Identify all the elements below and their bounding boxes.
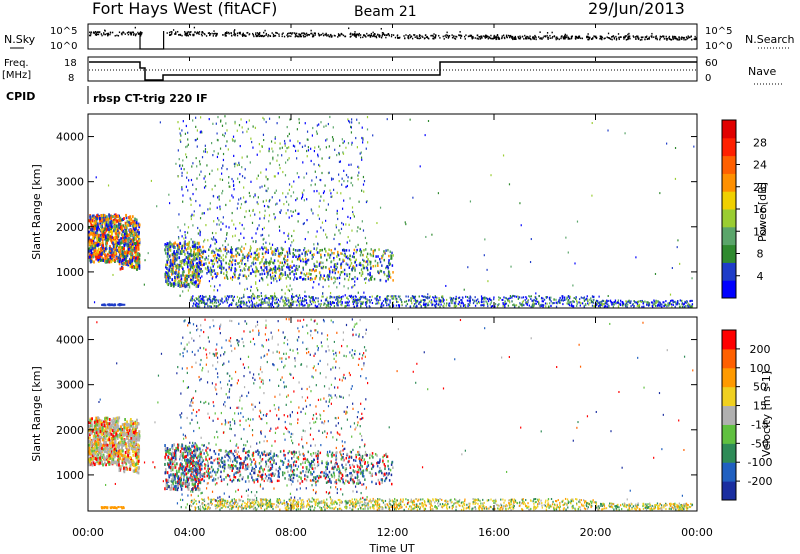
freq-panel: Freq. [MHz] 18 8 60 0 Nave — [2, 56, 782, 85]
velocity-colorbar: 200 100 50 15 -15 -50 -100 -200 Velocity [m s-1… — [721, 329, 773, 501]
power-panel: Slant Range [km] 1000 2000 3000 4000 — [30, 113, 698, 309]
colorbar-tick-label: -200 — [748, 475, 773, 488]
colorbar-tick-label: 20 — [753, 181, 767, 194]
colorbar-segment — [722, 462, 736, 482]
power-ylabel: Slant Range [km] — [30, 164, 43, 260]
noise-panel: N.Sky 10^5 10^0 10^5 10^0 N.Search — [4, 23, 795, 52]
colorbar-tick-label: 100 — [750, 362, 771, 375]
y-tick-label: 2000 — [56, 424, 84, 437]
colorbar-segment — [722, 226, 736, 246]
colorbar-segment — [722, 137, 736, 157]
freq-tick-bottom: 8 — [68, 73, 74, 84]
colorbar-tick-label: -15 — [751, 418, 769, 431]
x-tick-label: 00:00 — [681, 526, 713, 539]
freq-unit-label: [MHz] — [2, 70, 31, 81]
colorbar-segment — [722, 348, 736, 369]
y-tick-label: 2000 — [56, 221, 84, 234]
colorbar-tick-label: 15 — [753, 400, 767, 413]
y-tick-label: 1000 — [56, 266, 84, 279]
colorbar-segment — [722, 367, 736, 388]
colorbar-segment — [722, 191, 736, 210]
x-tick-label: 08:00 — [275, 526, 307, 539]
colorbar-tick-label: 24 — [753, 159, 767, 172]
colorbar-segment — [722, 280, 736, 299]
power-y-axis: 1000 2000 3000 4000 — [56, 131, 697, 279]
time-xlabel: Time UT — [368, 542, 414, 554]
y-tick-label: 3000 — [56, 176, 84, 189]
colorbar-segment — [722, 443, 736, 463]
colorbar-segment — [722, 155, 736, 174]
noise-sky-label: N.Sky — [4, 33, 36, 46]
colorbar-tick-label: 28 — [753, 136, 767, 149]
power-scatter — [88, 115, 695, 308]
colorbar-tick-label: -50 — [751, 437, 769, 450]
colorbar-segment — [722, 244, 736, 263]
nave-label: Nave — [748, 65, 776, 78]
freq-tick-top: 18 — [64, 58, 77, 69]
velocity-y-axis: 1000 2000 3000 4000 — [56, 334, 697, 482]
noise-tick-top-right: 10^5 — [705, 26, 732, 37]
colorbar-tick-label: 4 — [757, 270, 764, 283]
velocity-scatter — [88, 318, 694, 511]
noise-tick-top-left: 10^5 — [50, 26, 77, 37]
station-title: Fort Hays West (fitACF) — [92, 0, 277, 18]
colorbar-segment — [722, 481, 736, 501]
velocity-panel: Slant Range [km] 1000 2000 3000 4000 — [30, 316, 698, 512]
velocity-ylabel: Slant Range [km] — [30, 366, 43, 462]
x-tick-label: 00:00 — [72, 526, 104, 539]
date-label: 29/Jun/2013 — [588, 0, 685, 18]
x-tick-label: 04:00 — [174, 526, 206, 539]
colorbar-segment — [722, 405, 736, 425]
colorbar-tick-label: 16 — [753, 203, 767, 216]
noise-sky-trace — [88, 26, 698, 50]
noise-search-label: N.Search — [745, 33, 795, 46]
y-tick-label: 1000 — [56, 469, 84, 482]
velocity-colorbar-label: Velocity [m s-1] — [760, 371, 773, 457]
freq-trace — [89, 61, 697, 81]
colorbar-segment — [722, 173, 736, 192]
colorbar-segment — [722, 262, 736, 281]
colorbar-segment — [722, 424, 736, 444]
beam-label: Beam 21 — [354, 4, 417, 20]
noise-tick-bottom-left: 10^0 — [50, 41, 77, 52]
power-colorbar-label: Power [dB] — [756, 182, 769, 242]
colorbar-segment — [722, 120, 736, 139]
x-tick-label: 16:00 — [478, 526, 510, 539]
nave-tick-top: 60 — [705, 58, 718, 69]
x-tick-label: 20:00 — [580, 526, 612, 539]
nave-tick-bottom: 0 — [705, 73, 711, 84]
y-tick-label: 4000 — [56, 131, 84, 144]
cpid-value: rbsp CT-trig 220 IF — [93, 92, 208, 105]
y-tick-label: 4000 — [56, 334, 84, 347]
freq-label: Freq. — [4, 58, 29, 69]
colorbar-tick-label: 50 — [753, 381, 767, 394]
colorbar-tick-label: 12 — [753, 225, 767, 238]
x-tick-label: 12:00 — [377, 526, 409, 539]
noise-tick-bottom-right: 10^0 — [705, 41, 732, 52]
cpid-label: CPID — [6, 90, 35, 103]
colorbar-segment — [722, 386, 736, 407]
noise-gap — [139, 31, 165, 50]
colorbar-segment — [722, 209, 736, 228]
colorbar-tick-label: -100 — [748, 456, 773, 469]
colorbar-tick-label: 200 — [750, 343, 771, 356]
y-tick-label: 3000 — [56, 379, 84, 392]
colorbar-segment — [722, 330, 736, 350]
colorbar-tick-label: 8 — [757, 248, 764, 261]
power-colorbar: 4 8 12 16 20 24 28 Power [dB] — [721, 119, 769, 299]
